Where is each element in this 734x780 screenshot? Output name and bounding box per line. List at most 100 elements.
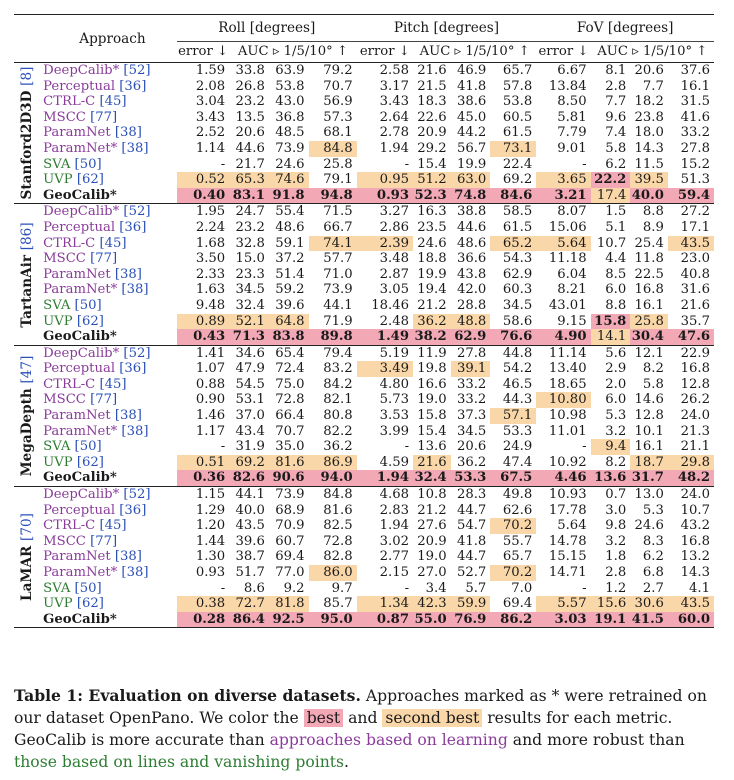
results-body: Stanford2D3D [8] DeepCalib* [52] 1.59 33.8 6… [14,61,714,628]
value-cell: 18.46 [371,297,410,313]
method-ref[interactable]: [38] [121,282,149,298]
value-cell: 1.68 [195,235,226,251]
value-cell: 30.4 [630,329,668,346]
method-name-cell: CTRL-C [45] [41,377,177,393]
dataset-ref[interactable]: [70] [18,513,35,542]
method-ref[interactable]: [36] [119,219,147,235]
method-ref[interactable]: [50] [74,580,102,596]
method-name: UVP [43,596,73,612]
method-name-cell: UVP [62] [41,172,177,188]
value-cell: 2.08 [195,78,226,94]
value-cell: 81.6 [323,502,353,518]
method-ref[interactable]: [38] [114,549,142,565]
value-cell: 20.6 [456,439,487,455]
method-ref[interactable]: [62] [76,596,104,612]
method-ref[interactable]: [36] [119,502,147,518]
value-cell: 4.59 [379,454,410,470]
table-row: ParamNet [38] 1.46 37.0 66.4 80.8 3.53 15.8 37.… [14,408,714,424]
method-ref[interactable]: [77] [90,533,118,549]
table-row: UVP [62] 0.51 69.2 81.6 86.9 4.59 21.6 36.2 47.4… [14,454,714,471]
method-ref[interactable]: [36] [119,361,147,377]
value-cell: 13.84 [548,78,587,94]
method-ref[interactable]: [52] [123,345,151,361]
method-ref[interactable]: [38] [121,423,149,439]
value-cell: 37.3 [456,408,487,424]
value-cell: 30.6 [630,596,668,612]
value-cell: 19.9 [417,266,447,282]
method-ref[interactable]: [45] [99,518,127,534]
method-name: UVP [43,454,73,470]
method-ref[interactable]: [77] [90,392,118,408]
value-cell: 1.94 [379,140,410,156]
table-row: CTRL-C [45] 1.20 43.5 70.9 82.5 1.94 27.6 54.7 7… [14,518,714,534]
method-ref[interactable]: [38] [114,266,142,282]
value-cell: 72.4 [275,361,305,377]
value-cell: 3.2 [605,423,627,439]
value-cell: 61.5 [502,219,533,235]
value-cell: 24.6 [417,235,447,251]
value-cell: 8.5 [605,266,627,282]
value-cell: 53.3 [450,470,491,487]
caption-geometric-approaches: those based on lines and vanishing point… [14,753,345,771]
value-cell: 11.01 [548,423,587,439]
value-cell: 36.8 [275,109,305,125]
dataset-ref[interactable]: [86] [18,221,35,250]
method-ref[interactable]: [77] [90,251,118,267]
method-ref[interactable]: [52] [123,204,151,220]
value-cell: 2.77 [379,549,410,565]
method-name: SVA [43,439,71,455]
value-cell: 51.2 [413,172,451,188]
value-cell: 44.8 [490,344,537,362]
method-ref[interactable]: [45] [99,235,127,251]
method-ref[interactable]: [38] [114,125,142,141]
value-cell: 67.5 [490,470,537,487]
value-cell: 92.5 [268,611,309,628]
value-cell: 79.1 [323,172,353,188]
value-cell: 21.2 [417,297,447,313]
value-cell: 1.94 [356,470,414,487]
method-name: ParamNet* [43,282,118,298]
value-cell: 27.2 [667,203,714,220]
dataset-ref[interactable]: [47] [18,355,35,384]
value-cell: 55.7 [502,533,533,549]
value-cell: 49.8 [490,486,537,503]
method-ref[interactable]: [50] [74,156,102,172]
method-ref[interactable]: [45] [99,94,127,110]
method-ref[interactable]: [62] [76,454,104,470]
method-name: Perceptual [43,361,116,377]
method-ref[interactable]: [52] [123,63,151,78]
method-ref[interactable]: [62] [76,172,104,188]
method-ref[interactable]: [50] [74,297,102,313]
method-ref[interactable]: [50] [74,439,102,455]
method-ref[interactable]: [62] [76,313,104,329]
method-name: SVA [43,580,71,596]
value-cell: 9.6 [605,109,627,125]
value-cell: 8.2 [605,454,627,470]
value-cell: 2.52 [195,125,226,141]
dataset-ref[interactable]: [8] [18,66,35,86]
method-ref[interactable]: [52] [123,487,151,503]
value-cell: 7.79 [557,125,587,141]
value-cell: 8.21 [557,282,587,298]
roll-auc-header: AUC ▹ 1/5/10° ↑ [237,44,348,59]
value-cell: 3.04 [195,94,226,110]
value-cell: 18.0 [634,125,664,141]
method-name-cell: Perceptual [36] [41,503,177,519]
table-row: MSCC [77] 0.90 53.1 72.8 82.1 5.73 19.0 33.2 44.… [14,392,714,409]
method-ref[interactable]: [38] [114,408,142,424]
value-cell: 69.2 [229,454,269,471]
value-cell: 9.15 [557,313,587,329]
value-cell: 4.90 [536,329,591,346]
value-cell: 8.2 [642,361,664,377]
method-ref[interactable]: [45] [99,376,127,392]
method-ref[interactable]: [36] [119,78,147,94]
value-cell: 0.28 [176,611,230,628]
method-ref[interactable]: [38] [121,140,149,156]
value-cell: 86.2 [490,611,537,628]
method-ref[interactable]: [38] [121,565,149,580]
method-ref[interactable]: [77] [90,109,118,125]
value-cell: 69.4 [502,596,533,612]
value-cell: 5.81 [557,109,587,125]
value-cell: 10.80 [536,392,591,409]
method-name: ParamNet [43,408,111,424]
